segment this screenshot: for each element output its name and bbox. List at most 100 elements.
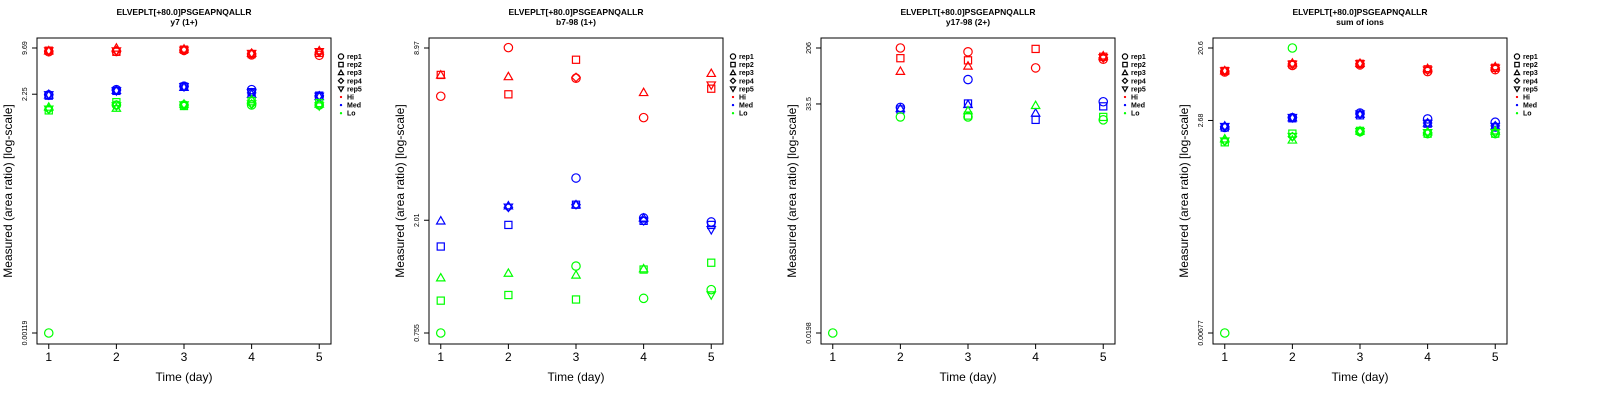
x-tick-label: 2 <box>1289 350 1296 364</box>
data-point-lo-rep3 <box>503 267 514 277</box>
data-point-lo-rep1 <box>1287 43 1298 53</box>
data-point-med-rep3 <box>570 199 582 209</box>
data-point-hi-rep2 <box>963 56 973 65</box>
legend-symbol-med <box>339 103 343 107</box>
legend-label-rep4: rep4 <box>347 78 362 85</box>
plot-frame <box>428 37 724 345</box>
data-point-med-rep5 <box>246 89 257 99</box>
legend-symbol-hi <box>731 95 735 99</box>
x-tick-label: 5 <box>708 350 715 364</box>
y-tick-label: 0.0198 <box>806 322 813 344</box>
data-point-med-rep1 <box>571 173 581 183</box>
data-point-hi-rep3 <box>895 65 906 75</box>
legend-symbol-rep4 <box>337 77 345 85</box>
x-tick-label: 5 <box>316 350 323 364</box>
data-point-med-rep2 <box>1031 115 1040 125</box>
data-point-med-rep3 <box>638 212 649 222</box>
legend-symbol-rep4 <box>1513 77 1521 85</box>
y-tick-label: 20.6 <box>1198 41 1205 55</box>
data-point-hi-rep1 <box>963 47 973 57</box>
x-tick-label: 4 <box>640 350 647 364</box>
legend-label-med: Med <box>1131 103 1145 110</box>
legend-symbol-hi <box>1123 95 1127 99</box>
legend-symbol-lo <box>1515 112 1519 115</box>
legend-symbol-lo <box>1123 112 1127 115</box>
data-point-hi-rep5 <box>1098 54 1109 64</box>
data-point-lo-rep2 <box>504 290 513 300</box>
data-point-hi-rep5 <box>706 81 717 91</box>
x-axis-label: Time (day) <box>548 370 605 384</box>
data-point-med-rep5 <box>1422 119 1433 130</box>
data-point-lo-rep5 <box>111 102 122 112</box>
legend-symbol-rep1 <box>1513 53 1521 60</box>
data-point-med-rep2 <box>707 220 716 230</box>
legend-label-rep3: rep3 <box>739 70 754 77</box>
chart-subtitle: b7-98 (1+) <box>556 17 596 27</box>
data-point-med-rep3 <box>1030 107 1041 117</box>
data-point-med-rep5 <box>503 203 514 213</box>
data-point-lo-rep3 <box>962 105 974 115</box>
legend-symbol-hi <box>1515 95 1519 99</box>
data-point-lo-rep5 <box>1354 128 1366 138</box>
legend-label-rep1: rep1 <box>1131 54 1146 61</box>
data-point-hi-rep2 <box>504 90 513 99</box>
data-point-hi-rep3 <box>43 45 54 55</box>
data-point-med-rep5 <box>43 91 54 101</box>
x-tick-label: 5 <box>1100 350 1107 364</box>
legend-label-lo: Lo <box>347 111 356 118</box>
legend-label-rep3: rep3 <box>347 70 362 77</box>
data-point-hi-rep5 <box>1422 66 1433 76</box>
data-point-lo-rep2 <box>112 97 121 107</box>
legend-symbol-rep5 <box>729 86 737 93</box>
y-tick-label: 9.69 <box>22 41 29 55</box>
legend-symbol-hi <box>339 95 343 99</box>
legend-symbol-rep3 <box>729 68 737 76</box>
data-point-hi-rep3 <box>503 71 514 81</box>
chart-title: ELVEPLT[+80.0]PSGEAPNQALLR <box>117 7 252 17</box>
data-point-hi-rep5 <box>314 48 325 58</box>
data-point-hi-rep5 <box>43 47 54 57</box>
data-point-hi-rep5 <box>1490 64 1501 74</box>
legend-symbol-rep4 <box>1121 77 1129 85</box>
x-tick-label: 3 <box>181 350 188 364</box>
data-point-hi-rep3 <box>246 47 257 58</box>
data-point-med-rep5 <box>706 226 717 236</box>
data-point-hi-rep2 <box>707 84 716 93</box>
legend-label-rep2: rep2 <box>1131 62 1146 69</box>
legend-symbol-lo <box>731 112 735 115</box>
data-point-med-rep5 <box>111 87 122 97</box>
legend-symbol-rep4 <box>729 77 737 85</box>
legend-label-rep2: rep2 <box>739 62 754 69</box>
data-point-hi-rep1 <box>638 112 649 123</box>
data-point-hi-rep3 <box>1219 65 1230 75</box>
data-point-med-rep2 <box>1099 102 1108 111</box>
x-axis-label: Time (day) <box>1332 370 1389 384</box>
x-tick-label: 2 <box>897 350 904 364</box>
legend-symbol-lo <box>339 112 343 115</box>
legend-label-rep5: rep5 <box>1131 86 1146 93</box>
data-point-lo-rep1 <box>435 328 446 338</box>
data-point-hi-rep1 <box>1030 63 1041 73</box>
legend-symbol-rep2 <box>1514 61 1520 68</box>
data-point-med-rep5 <box>178 82 190 93</box>
data-point-hi-rep1 <box>435 91 446 102</box>
y-tick-label: 0.00119 <box>22 321 29 346</box>
legend-label-hi: Hi <box>1131 95 1138 102</box>
y-tick-label: 0.755 <box>414 324 421 342</box>
data-point-lo-rep5 <box>1219 137 1230 147</box>
data-point-lo-rep3 <box>1030 99 1041 110</box>
chart-title: ELVEPLT[+80.0]PSGEAPNQALLR <box>1293 7 1428 17</box>
x-tick-label: 2 <box>113 350 120 364</box>
data-point-hi-rep3 <box>1354 57 1366 68</box>
data-point-lo-rep1 <box>963 112 973 122</box>
data-point-med-rep4 <box>570 199 582 210</box>
legend-label-med: Med <box>347 103 361 110</box>
data-point-med-rep3 <box>1422 117 1433 127</box>
x-tick-label: 1 <box>829 350 836 364</box>
data-point-lo-rep2 <box>436 296 445 305</box>
data-point-lo-rep1 <box>571 261 581 271</box>
data-point-hi-rep4 <box>570 72 582 83</box>
data-point-lo-rep2 <box>707 258 716 267</box>
legend-label-rep3: rep3 <box>1523 70 1538 77</box>
